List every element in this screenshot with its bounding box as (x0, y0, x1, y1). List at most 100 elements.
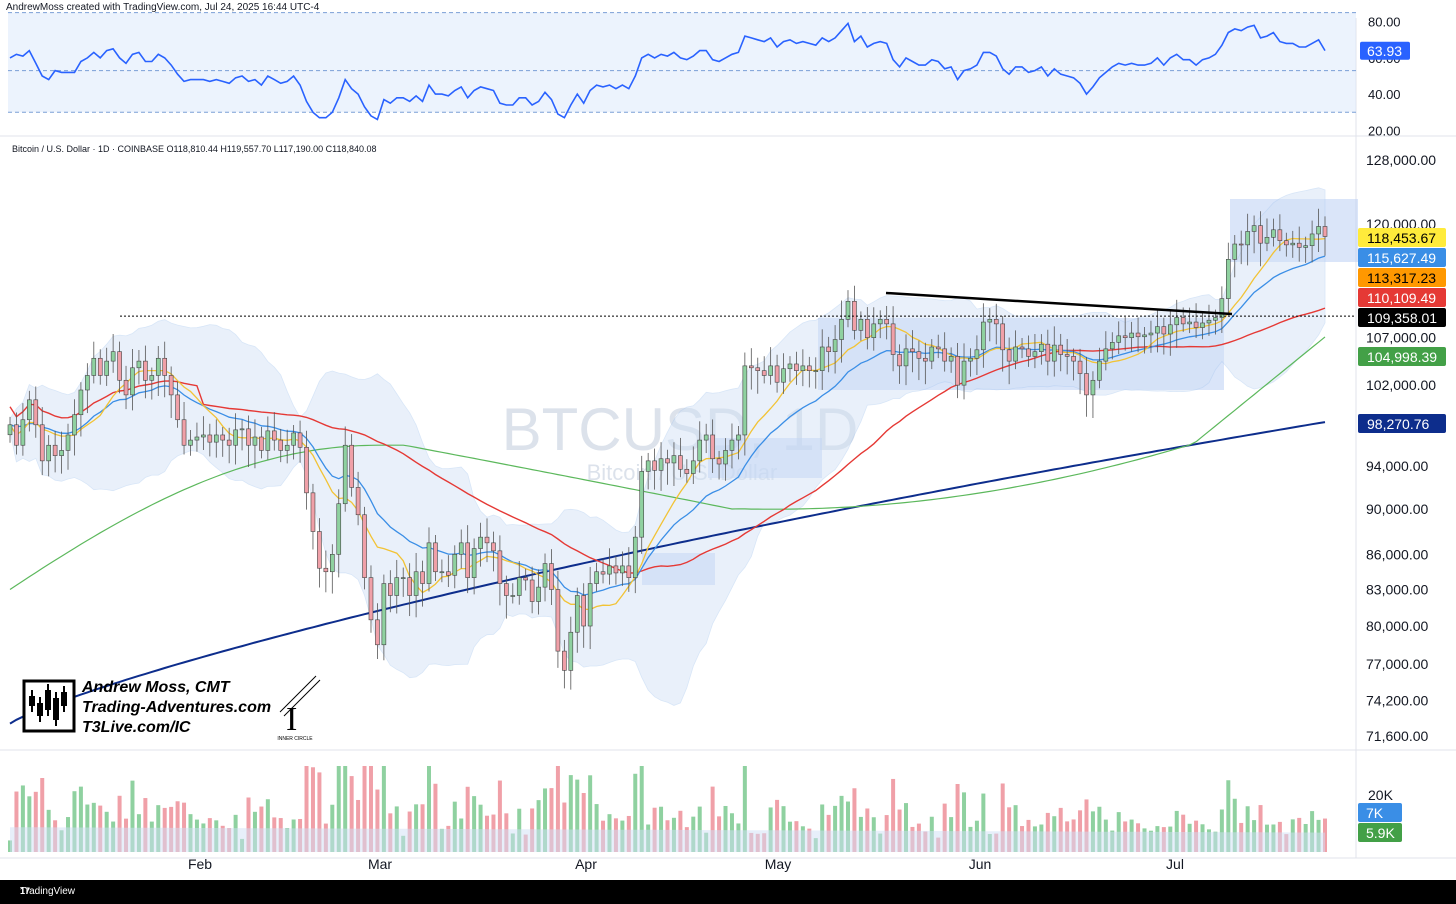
candle-down (14, 424, 19, 446)
candle-down (123, 379, 129, 396)
candle-up (1039, 343, 1044, 352)
candle-up (632, 536, 638, 578)
credit-line: AndrewMoss created with TradingView.com,… (6, 2, 320, 13)
candle-down (710, 434, 715, 460)
candle-down (168, 375, 174, 396)
volume-bar (845, 801, 850, 852)
candle-down (310, 492, 316, 532)
logo-candle-icon (53, 698, 59, 720)
candle-up (800, 365, 806, 371)
volume-bar (1232, 798, 1237, 852)
candle-up (768, 365, 773, 376)
candle-down (884, 319, 889, 325)
candle-up (1251, 225, 1257, 232)
price-tick-label: 71,600.00 (1366, 728, 1428, 744)
volume-bar (833, 805, 838, 852)
candle-up (961, 360, 967, 386)
candle-up (381, 583, 387, 646)
candle-down (52, 444, 58, 456)
volume-bar (710, 786, 715, 852)
candle-up (342, 444, 348, 505)
price-tick-label: 80,000.00 (1366, 618, 1428, 634)
candle-down (678, 455, 683, 470)
candle-up (20, 419, 26, 446)
candle-down (942, 348, 947, 362)
candle-down (181, 419, 187, 446)
time-axis-label: Apr (575, 856, 597, 872)
price-tag-text: 115,627.49 (1367, 250, 1436, 266)
candle-down (1000, 323, 1005, 351)
candle-down (955, 356, 960, 386)
volume-bar (452, 801, 457, 852)
candle-down (226, 439, 232, 446)
price-tick-label: 120,000.00 (1366, 216, 1436, 232)
price-tick-label: 94,000.00 (1366, 458, 1428, 474)
logo-letter: I (286, 701, 297, 738)
candle-up (587, 583, 593, 627)
candle-up (1303, 245, 1308, 248)
candle-down (1019, 346, 1025, 350)
volume-bar (639, 766, 644, 852)
volume-bar (433, 783, 438, 852)
price-tick-label: 77,000.00 (1366, 656, 1428, 672)
candle-down (246, 428, 251, 446)
volume-bar (723, 805, 728, 852)
rsi-tick-label: 80.00 (1368, 15, 1401, 30)
candle-down (1161, 326, 1167, 335)
candle-down (684, 468, 690, 474)
candle-down (761, 370, 767, 376)
candle-up (1264, 236, 1270, 244)
volume-bar (1078, 810, 1083, 852)
sma200-line (9, 421, 1326, 725)
price-tick-label: 90,000.00 (1366, 501, 1428, 517)
candle-up (458, 542, 464, 555)
volume-tag-bg (1358, 823, 1402, 842)
candle-down (755, 367, 761, 371)
price-tag-text: 109,358.01 (1367, 310, 1437, 326)
author-name: Andrew Moss, CMT (81, 679, 231, 696)
volume-bar (78, 786, 83, 852)
price-tick-label: 83,000.00 (1366, 582, 1428, 598)
rsi-tag-bg (1360, 41, 1410, 60)
candle-up (607, 565, 612, 575)
candle-up (1187, 321, 1192, 325)
candle-down (465, 542, 470, 578)
candle-up (929, 346, 935, 362)
volume-bar (375, 789, 380, 852)
footer-bar: 17 TradingView (0, 880, 1456, 904)
candle-up (46, 444, 51, 462)
volume-average-area (10, 827, 1325, 852)
logo-slash (283, 679, 321, 717)
volume-bar (381, 766, 386, 852)
volume-bar (362, 766, 367, 852)
volume-bar (820, 804, 825, 852)
volume-bar (33, 791, 38, 852)
candle-down (207, 434, 213, 443)
candle-down (749, 365, 754, 369)
volume-bar (14, 791, 19, 852)
price-tick-label: 128,000.00 (1366, 152, 1436, 168)
volume-bar (310, 767, 315, 852)
volume-bar (1000, 783, 1005, 852)
candle-down (304, 447, 309, 494)
price-tag: 110,109.49 (1358, 288, 1446, 307)
candle-down (368, 577, 374, 621)
price-tag-text: 118,453.67 (1367, 230, 1436, 246)
candle-up (291, 432, 296, 446)
candle-down (491, 542, 496, 552)
volume-bar (568, 775, 573, 852)
volume-bar (781, 806, 786, 852)
price-tick-label: 74,200.00 (1366, 693, 1428, 709)
price-tick-label: 102,000.00 (1366, 377, 1436, 393)
volume-bar (117, 795, 122, 852)
candle-up (1174, 317, 1180, 326)
volume-bar (304, 766, 309, 852)
candle-up (968, 357, 973, 362)
volume-bar (768, 807, 773, 852)
volume-bar (897, 809, 902, 852)
volume-bar (562, 802, 567, 852)
volume-tick-label: 20K (1368, 787, 1394, 803)
